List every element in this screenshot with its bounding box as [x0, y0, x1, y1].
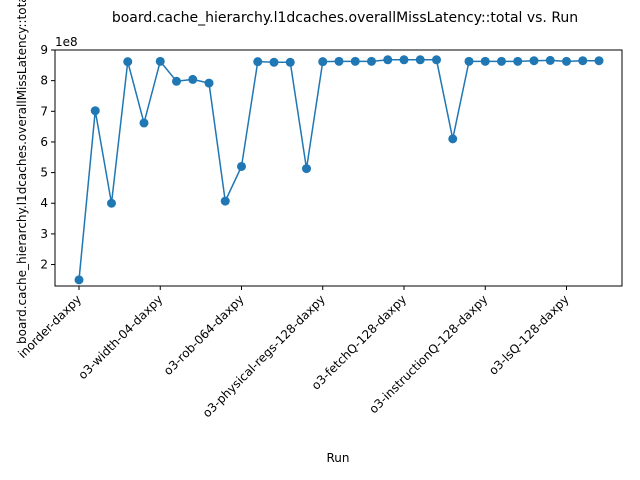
data-point: [155, 56, 165, 66]
y-tick-label: 3: [40, 227, 48, 241]
y-tick-label: 5: [40, 166, 48, 180]
data-point: [513, 56, 523, 66]
x-axis: inorder-daxpyo3-width-04-daxpyo3-rob-064…: [15, 286, 572, 420]
y-tick-label: 9: [40, 43, 48, 57]
data-point: [594, 56, 604, 66]
data-point: [415, 55, 425, 65]
data-point: [74, 275, 84, 285]
data-point: [480, 56, 490, 66]
x-tick-label: o3-rob-064-daxpy: [161, 292, 247, 378]
y-axis-offset-label: 1e8: [55, 35, 78, 49]
y-tick-label: 4: [40, 196, 48, 210]
series-layer: [74, 55, 604, 285]
x-tick-label: o3-width-04-daxpy: [75, 292, 165, 382]
data-point: [204, 78, 214, 88]
data-point: [545, 55, 555, 65]
data-point: [253, 57, 263, 67]
y-axis: 2 3 4 5 6 7 8 9: [40, 43, 55, 272]
data-point: [237, 161, 246, 171]
y-tick-label: 8: [40, 74, 48, 88]
data-point: [562, 56, 571, 66]
data-point: [172, 76, 181, 86]
data-point: [448, 134, 458, 144]
data-point: [367, 56, 376, 66]
x-tick-label: o3-lsQ-128-daxpy: [486, 292, 572, 378]
y-tick-label: 7: [40, 104, 48, 118]
data-point: [497, 56, 506, 66]
data-point: [188, 74, 198, 84]
plot-area-frame: [54, 49, 623, 287]
y-tick-label: 6: [40, 135, 48, 149]
data-point: [107, 198, 116, 208]
data-point: [220, 196, 230, 206]
data-point: [578, 56, 588, 66]
data-point: [464, 56, 474, 66]
data-point: [269, 57, 279, 67]
y-axis-label: board.cache_hierarchy.l1dcaches.overallM…: [15, 0, 29, 344]
chart-title: board.cache_hierarchy.l1dcaches.overallM…: [112, 10, 578, 26]
data-point: [529, 56, 539, 66]
series-line: [78, 59, 599, 280]
data-point: [318, 57, 328, 67]
data-point: [285, 57, 295, 67]
data-point: [90, 106, 100, 116]
y-tick-label: 2: [40, 258, 48, 272]
data-point: [123, 57, 133, 67]
data-point: [383, 55, 393, 65]
data-point: [139, 118, 149, 128]
x-axis-label: Run: [326, 451, 349, 465]
data-point: [302, 164, 311, 174]
data-point: [432, 55, 441, 65]
data-point: [399, 55, 409, 65]
data-point: [350, 56, 360, 66]
data-point: [334, 56, 344, 66]
